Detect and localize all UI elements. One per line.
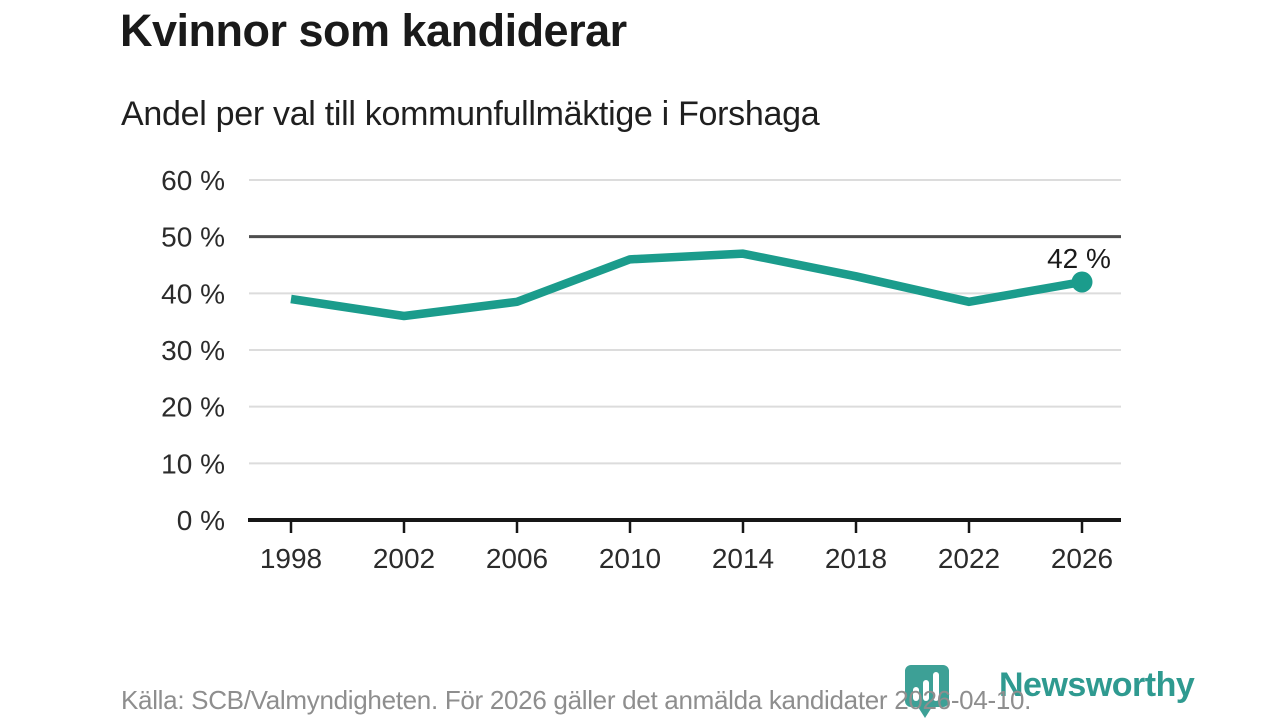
chart-subtitle: Andel per val till kommunfullmäktige i F… [121,95,820,133]
source-note: Källa: SCB/Valmyndigheten. För 2026 gäll… [121,685,1032,715]
x-axis-tick-label: 1998 [260,543,322,574]
y-axis-tick-label: 40 % [161,278,225,309]
x-axis-tick-label: 2014 [712,543,774,574]
logo-bar-short [913,687,919,701]
x-axis-tick-label: 2022 [938,543,1000,574]
logo-bar-tall [933,672,939,701]
x-axis-tick-label: 2026 [1051,543,1113,574]
endpoint-value-label: 42 % [1047,243,1111,274]
y-axis-tick-label: 20 % [161,392,225,423]
x-axis-tick-label: 2018 [825,543,887,574]
endpoint-dot [1071,271,1093,293]
newsworthy-logo-text: Newsworthy [999,666,1195,704]
newsworthy-logo [902,662,952,720]
newsworthy-logo-icon [905,665,949,718]
logo-bar-medium [923,680,929,701]
data-line [290,249,1083,321]
y-axis-tick-label: 60 % [161,165,225,196]
y-axis-tick-label: 0 % [177,505,225,536]
y-axis-tick-label: 50 % [161,222,225,253]
y-axis-tick-label: 30 % [161,335,225,366]
y-axis-tick-label: 10 % [161,448,225,479]
x-axis-tick-label: 2002 [373,543,435,574]
x-axis-tick-label: 2006 [486,543,548,574]
x-axis-tick-label: 2010 [599,543,661,574]
page-title: Kvinnor som kandiderar [120,5,627,56]
